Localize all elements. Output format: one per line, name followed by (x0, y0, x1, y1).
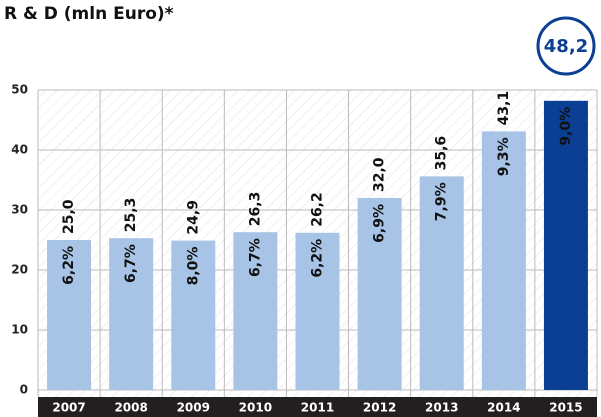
y-tick-label: 50 (11, 83, 28, 97)
value-badge (536, 16, 596, 76)
bar (543, 100, 588, 391)
bar (171, 240, 216, 390)
bar-text: 6,7% (247, 238, 263, 277)
bar (419, 176, 464, 390)
x-tick-label: 2012 (363, 401, 396, 415)
y-tick-label: 20 (11, 263, 28, 277)
bar (47, 240, 92, 390)
x-tick-label: 2008 (114, 401, 147, 415)
bar-text: 6,9% (372, 204, 388, 243)
bar-text: 9,3% (496, 137, 512, 176)
x-tick-label: 2015 (549, 401, 582, 415)
x-tick-label: 2013 (425, 401, 458, 415)
value-label: 25,0 (61, 199, 77, 234)
bar (295, 232, 340, 390)
bar-text: 6,7% (123, 244, 139, 283)
x-tick-label: 2010 (239, 401, 272, 415)
x-tick-label: 2014 (487, 401, 520, 415)
bar (233, 232, 278, 390)
x-tick-label: 2009 (177, 401, 210, 415)
bar-text: 8,0% (185, 247, 201, 286)
bar (357, 198, 402, 390)
y-tick-label: 0 (20, 383, 28, 397)
value-label: 25,3 (123, 198, 139, 233)
value-label: 24,9 (185, 200, 201, 235)
bar (109, 238, 154, 390)
bar-text: 7,9% (434, 182, 450, 221)
y-tick-label: 30 (11, 203, 28, 217)
y-tick-label: 40 (11, 143, 28, 157)
value-label: 26,2 (310, 192, 326, 227)
y-tick-label: 10 (11, 323, 28, 337)
chart-title: R & D (mln Euro)* (4, 4, 174, 24)
value-label: 32,0 (372, 157, 388, 192)
value-label: 48,2 (544, 36, 588, 57)
value-label: 35,6 (434, 136, 450, 171)
value-label: 26,3 (247, 192, 263, 227)
bar-text: 9,0% (558, 107, 574, 146)
bar (481, 131, 526, 390)
x-tick-label: 2011 (301, 401, 334, 415)
x-axis-band (38, 397, 597, 417)
value-label: 43,1 (496, 91, 512, 126)
bar-text: 6,2% (310, 239, 326, 278)
x-tick-label: 2007 (52, 401, 85, 415)
bar-text: 6,2% (61, 246, 77, 285)
